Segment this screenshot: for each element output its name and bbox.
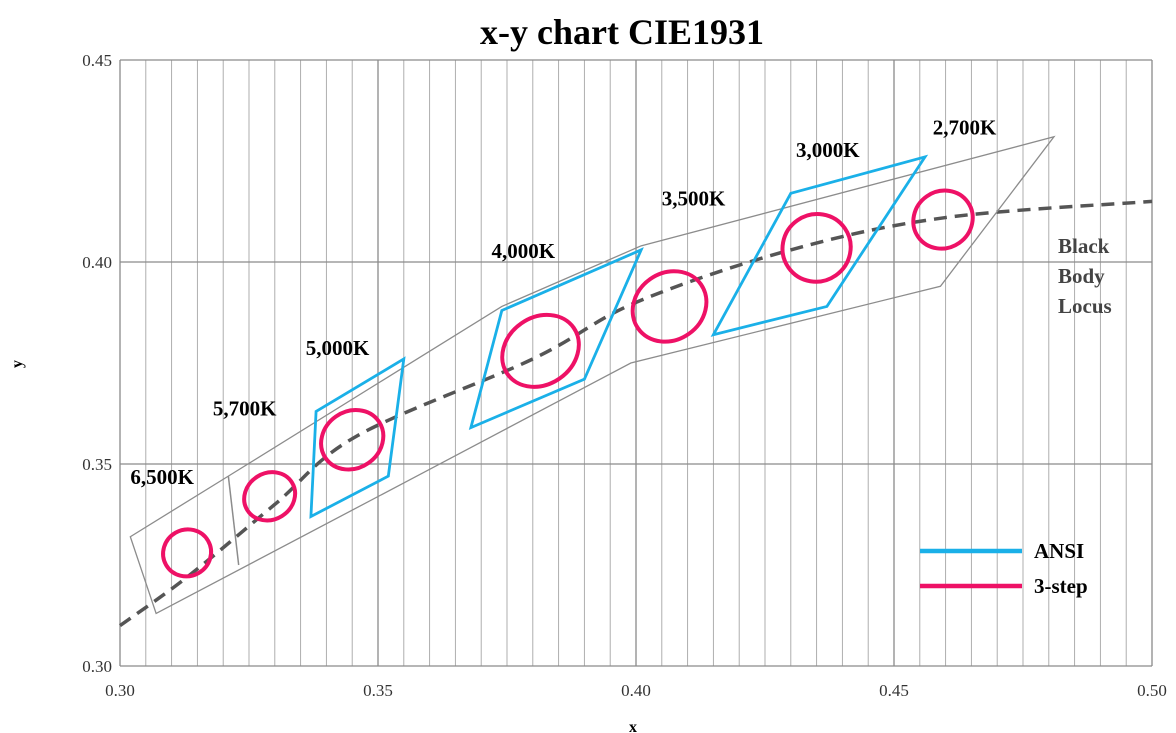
cct-label: 3,000K (796, 138, 860, 162)
cct-label: 3,500K (662, 186, 726, 210)
y-axis-label: y (9, 360, 26, 368)
y-tick-label: 0.35 (82, 455, 112, 474)
grid (119, 59, 1153, 667)
legend-label: 3-step (1034, 574, 1088, 598)
cct-label: 6,500K (130, 465, 194, 489)
bin-divider (227, 476, 240, 566)
y-tick-label: 0.40 (82, 253, 112, 272)
three-step-ellipse (780, 212, 853, 284)
cct-label: 2,700K (933, 116, 997, 140)
three-step-ellipse (911, 188, 975, 251)
y-tick-label: 0.45 (82, 51, 112, 70)
three-step-ellipse-layer (161, 188, 975, 579)
black-body-locus-label: Black Body Locus (1058, 234, 1112, 318)
locus-label-line: Body (1058, 264, 1105, 288)
locus-label-line: Locus (1058, 294, 1112, 318)
cct-label: 5,700K (213, 397, 277, 421)
ansi-quadrangle (309, 356, 406, 519)
cct-label: 5,000K (306, 336, 370, 360)
cct-label: 4,000K (492, 239, 556, 263)
x-tick-label: 0.45 (879, 681, 909, 700)
ansi-quadrangle (468, 247, 644, 431)
bin-outline-layer (129, 135, 1056, 615)
three-step-ellipse (500, 312, 581, 389)
ansi-quadrangle-layer (309, 154, 929, 519)
three-step-ellipse (319, 408, 386, 472)
tick-labels: 0.30 0.35 0.40 0.45 0.50 0.30 0.35 0.40 0.45 (82, 51, 1167, 700)
y-tick-label: 0.30 (82, 657, 112, 676)
three-step-ellipse (630, 269, 709, 344)
ansi-quadrangle (710, 154, 929, 337)
legend-label: ANSI (1034, 539, 1084, 563)
three-step-ellipse (161, 527, 214, 579)
chart-title: x-y chart CIE1931 (480, 12, 764, 52)
x-tick-label: 0.40 (621, 681, 651, 700)
locus-label-line: Black (1058, 234, 1110, 258)
cct-labels: 6,500K 5,700K 5,000K 4,000K 3,500K 3,000K 2,70… (130, 116, 997, 489)
three-step-ellipse (242, 470, 298, 523)
bin-outline (129, 135, 1056, 615)
x-tick-label: 0.50 (1137, 681, 1167, 700)
x-tick-label: 0.35 (363, 681, 393, 700)
x-tick-label: 0.30 (105, 681, 135, 700)
x-axis-label: x (629, 719, 637, 733)
legend: ANSI 3-step (920, 539, 1088, 598)
